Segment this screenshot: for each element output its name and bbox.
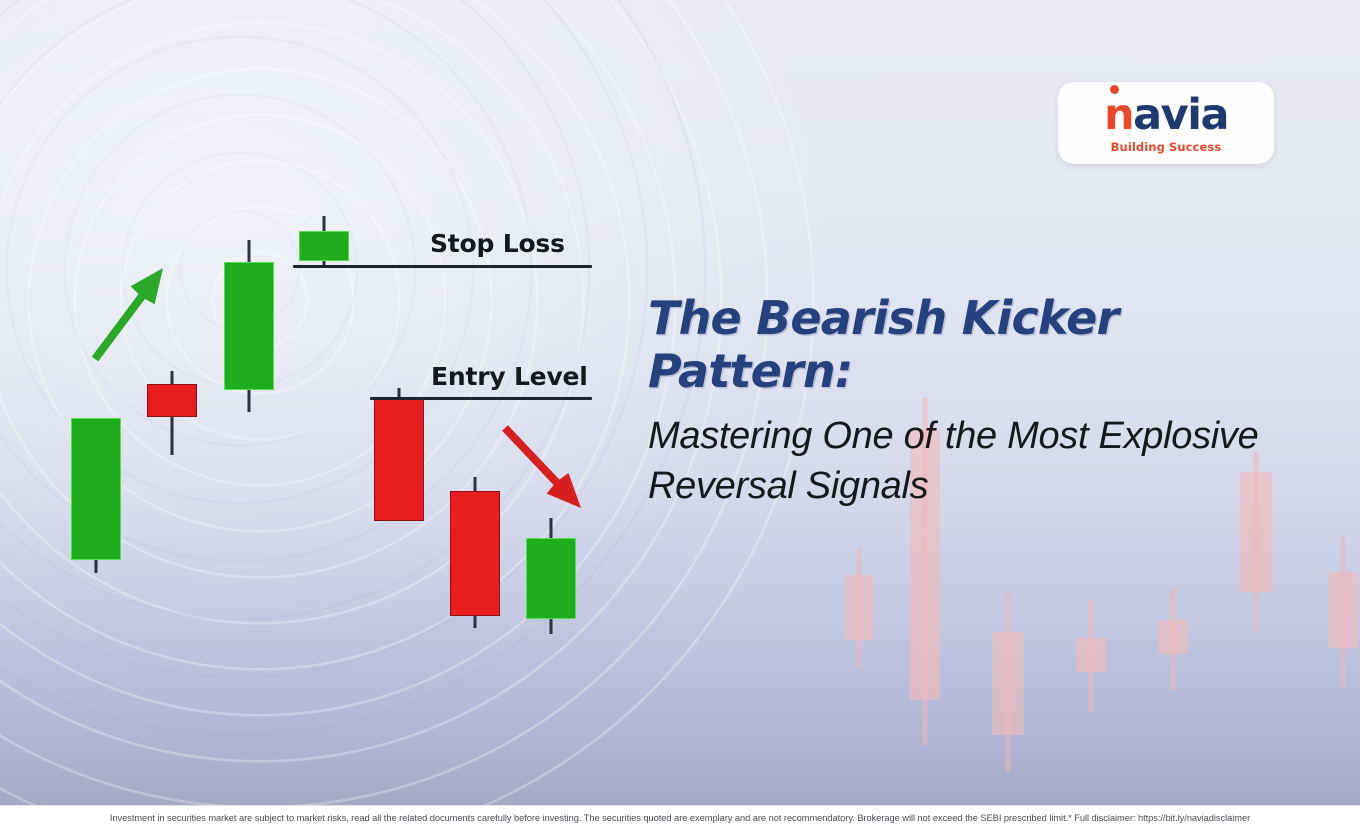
level-line xyxy=(293,265,592,268)
logo-rest-text: avia xyxy=(1133,90,1229,140)
level-label: Stop Loss xyxy=(430,229,565,258)
candle-body xyxy=(374,399,424,521)
page-subtitle: Mastering One of the Most Explosive Reve… xyxy=(648,414,1259,508)
candlestick-bullish xyxy=(299,216,349,266)
level-label: Entry Level xyxy=(431,362,588,391)
candlestick-bullish xyxy=(224,240,274,412)
disclaimer-text: Investment in securities market are subj… xyxy=(109,813,1251,823)
navia-logo[interactable]: n avia Building Success xyxy=(1058,82,1274,164)
candle-body xyxy=(450,491,500,616)
headline-block: The Bearish Kicker Pattern: Mastering On… xyxy=(648,291,1308,512)
candle-body xyxy=(526,538,576,619)
logo-wordmark: n avia xyxy=(1104,85,1229,140)
logo-tagline: Building Success xyxy=(1110,140,1222,154)
candlestick-bullish xyxy=(526,518,576,634)
candlestick-bearish xyxy=(147,371,197,455)
level-line xyxy=(370,397,592,400)
candle-body xyxy=(299,231,349,261)
candlestick-bearish xyxy=(450,477,500,628)
candlestick-bearish xyxy=(374,388,424,521)
candlestick-bullish xyxy=(71,418,121,573)
logo-prefix-text: n xyxy=(1104,90,1135,140)
logo-dot-icon xyxy=(1110,85,1120,94)
candle-body xyxy=(147,384,197,417)
candle-body xyxy=(224,262,274,390)
logo-letter-n: n xyxy=(1104,85,1135,137)
page-title: The Bearish Kicker Pattern: xyxy=(648,291,1119,399)
candle-body xyxy=(71,418,121,560)
disclaimer-bar: Investment in securities market are subj… xyxy=(0,805,1360,830)
